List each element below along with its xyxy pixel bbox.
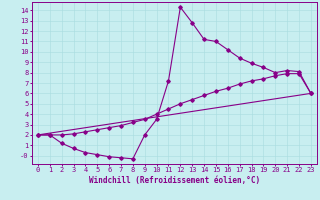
- X-axis label: Windchill (Refroidissement éolien,°C): Windchill (Refroidissement éolien,°C): [89, 176, 260, 185]
